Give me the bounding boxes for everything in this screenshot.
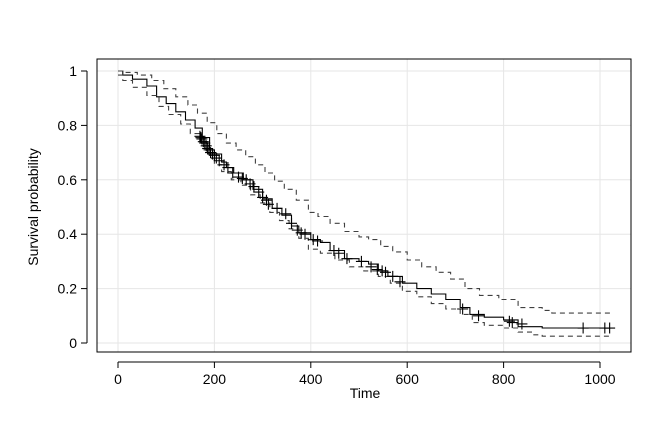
censor-mark <box>280 208 292 220</box>
censor-mark <box>371 264 383 276</box>
y-tick-label: 0.8 <box>58 117 78 133</box>
x-tick-label: 600 <box>396 371 420 387</box>
censor-mark <box>604 322 616 334</box>
x-tick-label: 800 <box>492 371 516 387</box>
x-tick-label: 1000 <box>584 371 615 387</box>
censor-mark <box>227 167 239 179</box>
censor-mark <box>516 318 528 330</box>
censor-mark <box>312 235 324 247</box>
censor-mark <box>577 322 589 334</box>
censor-mark <box>380 266 392 278</box>
censor-mark <box>387 270 399 282</box>
x-tick-label: 200 <box>203 371 227 387</box>
plot-frame <box>96 58 632 353</box>
y-axis: 0 0.2 0.4 0.6 0.8 1 <box>58 63 88 351</box>
series-lines <box>118 70 612 337</box>
y-tick-label: 0.4 <box>58 226 78 242</box>
y-tick-label: 0.2 <box>58 281 78 297</box>
y-tick-label: 0.6 <box>58 172 78 188</box>
censor-mark <box>208 149 220 161</box>
censor-mark <box>394 276 406 288</box>
censor-mark <box>506 317 518 329</box>
y-axis-title: Survival probability <box>25 148 41 266</box>
censor-mark <box>473 310 485 322</box>
censor-mark <box>262 198 274 210</box>
censor-mark <box>457 303 469 315</box>
censor-mark <box>328 245 340 257</box>
lower-ci-line <box>118 74 612 337</box>
censor-mark <box>307 234 319 246</box>
x-tick-label: 400 <box>299 371 323 387</box>
x-axis: 0 200 400 600 800 1000 <box>114 361 616 387</box>
censor-marks <box>194 130 616 334</box>
upper-ci-line <box>118 70 612 314</box>
censor-mark <box>222 162 234 174</box>
censor-mark <box>286 217 298 229</box>
y-tick-label: 1 <box>69 63 77 79</box>
censor-mark <box>355 255 367 267</box>
censor-mark <box>365 261 377 273</box>
censor-mark <box>210 152 222 164</box>
censor-mark <box>341 253 353 265</box>
censor-mark <box>333 247 345 259</box>
x-axis-title: Time <box>350 385 381 401</box>
y-tick-label: 0 <box>69 335 77 351</box>
censor-mark <box>199 137 211 149</box>
x-tick-label: 0 <box>114 371 122 387</box>
grid-lines <box>97 59 631 352</box>
censor-mark <box>248 181 260 193</box>
censor-mark <box>299 228 311 240</box>
censor-mark <box>503 315 515 327</box>
censor-mark <box>271 202 283 214</box>
estimate-line <box>118 70 612 329</box>
